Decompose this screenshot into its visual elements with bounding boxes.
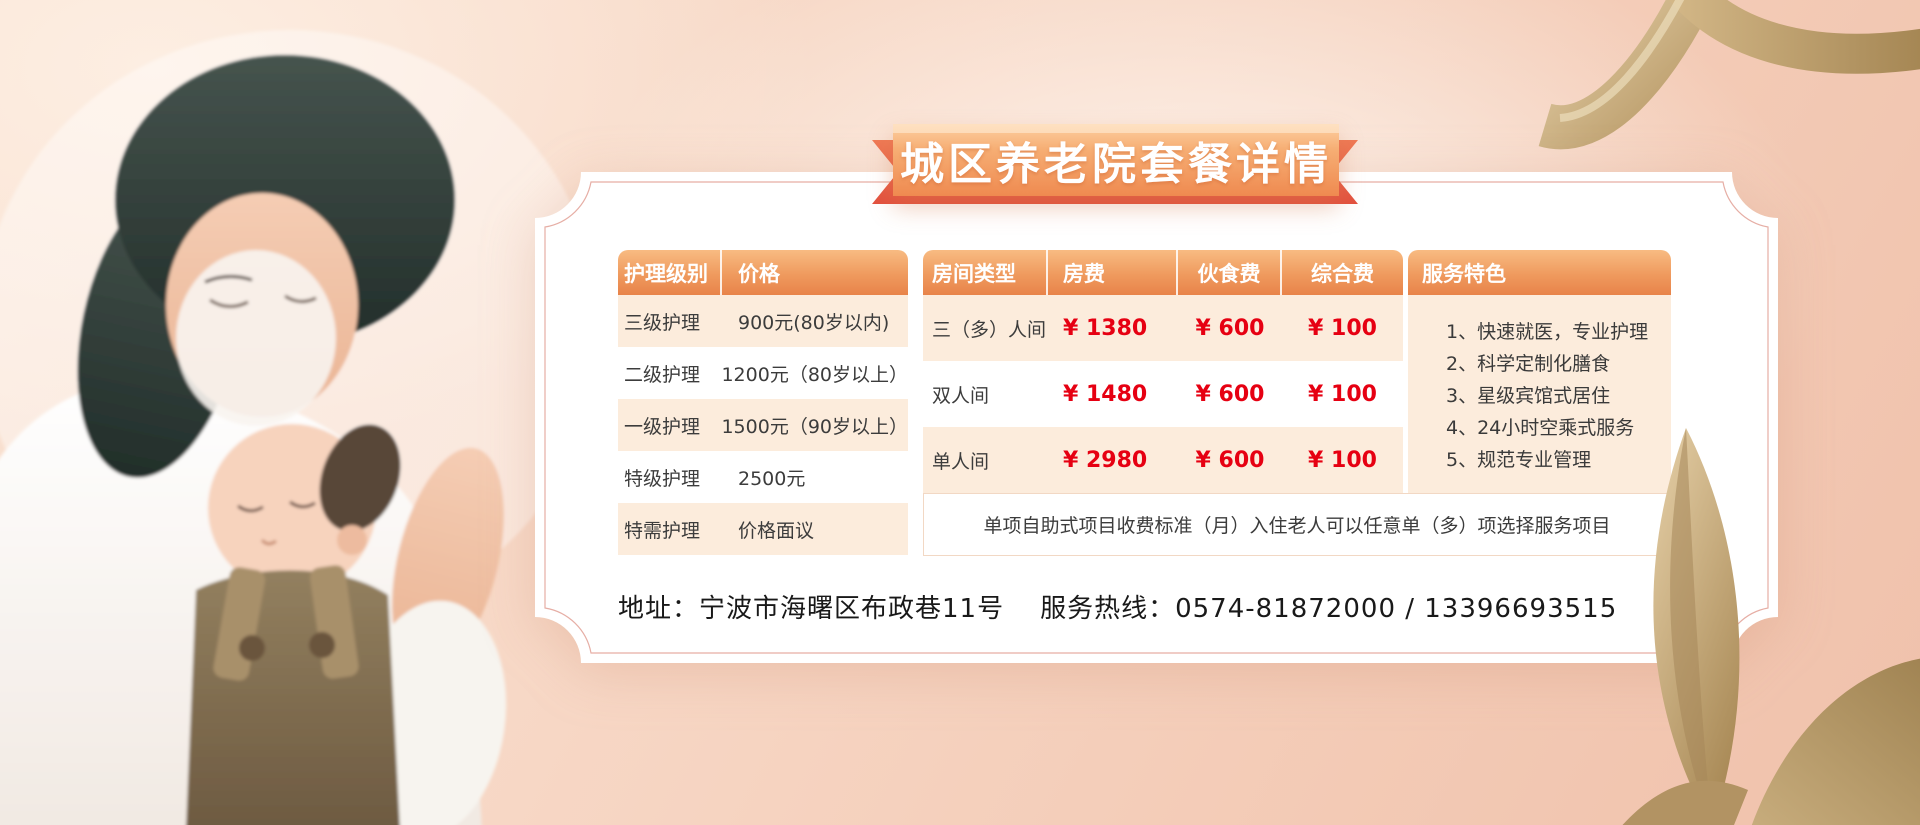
food-fee: ¥ 600 bbox=[1195, 447, 1265, 473]
contact-bar: 地址：宁波市海曙区布政巷11号 服务热线：0574-81872000 / 133… bbox=[618, 588, 1617, 625]
table-row: 三（多）人间 ¥ 1380 ¥ 600 ¥ 100 bbox=[923, 295, 1403, 361]
misc-fee: ¥ 100 bbox=[1308, 447, 1377, 473]
care-level: 二级护理 bbox=[624, 363, 701, 386]
misc-fee: ¥ 100 bbox=[1308, 315, 1377, 341]
room-header-room-fee: 房费 bbox=[1048, 250, 1178, 295]
list-item: 2、科学定制化膳食 bbox=[1446, 353, 1611, 375]
room-type: 单人间 bbox=[932, 450, 990, 473]
care-price: 价格面议 bbox=[738, 519, 815, 542]
table-row: 单人间 ¥ 2980 ¥ 600 ¥ 100 bbox=[923, 427, 1403, 493]
room-table-header: 房间类型 房费 伙食费 综合费 bbox=[923, 250, 1403, 295]
room-header-type: 房间类型 bbox=[923, 250, 1048, 295]
care-level-table: 护理级别 价格 三级护理 900元(80岁以内) 二级护理 1200元（80岁以… bbox=[618, 250, 908, 555]
service-list: 1、快速就医，专业护理 2、科学定制化膳食 3、星级宾馆式居住 4、24小时空乘… bbox=[1408, 295, 1671, 493]
room-fee: ¥ 1380 bbox=[1063, 315, 1148, 341]
table-row: 二级护理 1200元（80岁以上） bbox=[618, 347, 908, 399]
service-features: 服务特色 1、快速就医，专业护理 2、科学定制化膳食 3、星级宾馆式居住 4、2… bbox=[1408, 250, 1671, 493]
misc-fee: ¥ 100 bbox=[1308, 381, 1377, 407]
page-title: 城区养老院套餐详情 bbox=[900, 139, 1332, 190]
care-level: 特需护理 bbox=[624, 519, 701, 542]
photo-caregiver-baby bbox=[0, 30, 600, 825]
care-header-level: 护理级别 bbox=[618, 250, 722, 295]
care-header-price: 价格 bbox=[738, 261, 780, 286]
service-header: 服务特色 bbox=[1408, 250, 1671, 295]
care-price: 900元(80岁以内) bbox=[738, 311, 890, 334]
food-fee: ¥ 600 bbox=[1195, 315, 1265, 341]
room-type: 双人间 bbox=[932, 384, 990, 407]
list-item: 4、24小时空乘式服务 bbox=[1446, 417, 1635, 439]
care-price: 1500元（90岁以上） bbox=[721, 415, 908, 438]
list-item: 3、星级宾馆式居住 bbox=[1446, 385, 1611, 407]
room-fee-table: 房间类型 房费 伙食费 综合费 三（多）人间 ¥ 1380 ¥ 600 ¥ 10… bbox=[923, 250, 1403, 493]
room-fee: ¥ 1480 bbox=[1063, 381, 1148, 407]
service-header-label: 服务特色 bbox=[1422, 261, 1506, 286]
care-price: 2500元 bbox=[738, 467, 806, 490]
table-row: 一级护理 1500元（90岁以上） bbox=[618, 399, 908, 451]
care-price: 1200元（80岁以上） bbox=[721, 363, 908, 386]
food-fee: ¥ 600 bbox=[1195, 381, 1265, 407]
list-item: 1、快速就医，专业护理 bbox=[1446, 321, 1649, 343]
care-table-header: 护理级别 价格 bbox=[618, 250, 908, 295]
gold-ribbon-top-icon bbox=[1538, 0, 1920, 150]
room-header-food-fee: 伙食费 bbox=[1178, 250, 1282, 295]
room-fee: ¥ 2980 bbox=[1063, 447, 1148, 473]
table-row: 特级护理 2500元 bbox=[618, 451, 908, 503]
room-header-misc-fee: 综合费 bbox=[1311, 261, 1374, 286]
table-row: 特需护理 价格面议 bbox=[618, 503, 908, 555]
hotline-text: 服务热线：0574-81872000 / 13396693515 bbox=[1040, 594, 1618, 624]
room-type: 三（多）人间 bbox=[932, 318, 1047, 341]
pricing-note: 单项自助式项目收费标准（月）入住老人可以任意单（多）项选择服务项目 bbox=[923, 493, 1671, 556]
care-level: 一级护理 bbox=[624, 415, 701, 438]
address-text: 地址：宁波市海曙区布政巷11号 bbox=[618, 594, 1005, 624]
care-level: 特级护理 bbox=[624, 467, 701, 490]
banner-ribbon: 城区养老院套餐详情 bbox=[893, 124, 1339, 196]
table-row: 三级护理 900元(80岁以内) bbox=[618, 295, 908, 347]
table-row: 双人间 ¥ 1480 ¥ 600 ¥ 100 bbox=[923, 361, 1403, 427]
care-level: 三级护理 bbox=[624, 311, 701, 334]
list-item: 5、规范专业管理 bbox=[1446, 449, 1592, 471]
